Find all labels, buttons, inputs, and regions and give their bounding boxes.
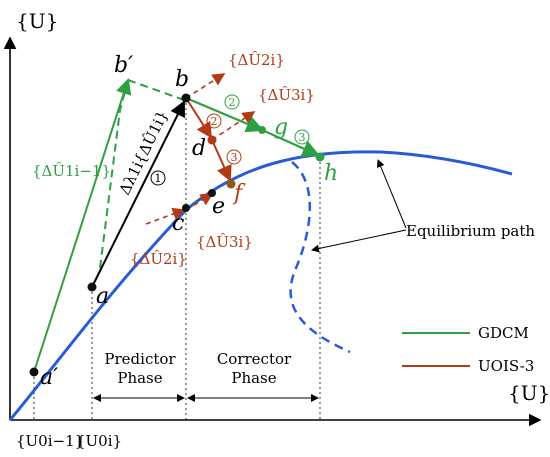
label-c-u2: {ΔÛ2i} bbox=[130, 250, 187, 268]
uois-df bbox=[211, 139, 232, 182]
point-e bbox=[208, 189, 216, 197]
svg-text:3: 3 bbox=[299, 131, 306, 144]
label-b-u3: {ΔÛ3i} bbox=[258, 86, 315, 104]
y-axis-label: {U} bbox=[16, 9, 58, 33]
corrector-phase-line2: Phase bbox=[231, 369, 276, 387]
gdcm-dashed-bprime bbox=[127, 79, 185, 101]
annotation-leader-1 bbox=[376, 159, 407, 229]
legend-uois-label: UOIS-3 bbox=[478, 357, 534, 375]
label-g: g bbox=[274, 115, 288, 140]
label-a-prime: a′ bbox=[40, 365, 58, 390]
point-a bbox=[87, 282, 97, 292]
predictor-vector bbox=[91, 100, 185, 288]
step-marker-two-green: 2 bbox=[224, 94, 240, 110]
svg-text:1: 1 bbox=[155, 172, 162, 185]
label-c: c bbox=[172, 211, 184, 236]
predictor-phase-line2: Phase bbox=[117, 369, 162, 387]
svg-text:2: 2 bbox=[211, 115, 218, 128]
step-marker-two-red: 2 bbox=[206, 113, 222, 129]
uois-b-dashed-u2 bbox=[185, 73, 226, 99]
equilibrium-path-curve bbox=[8, 150, 513, 421]
uois-bd bbox=[185, 97, 213, 139]
tick-label-left: {U0i−1} bbox=[16, 432, 84, 450]
tick-label-right: {U0i} bbox=[76, 432, 122, 450]
label-b-prime: b′ bbox=[114, 53, 133, 78]
point-h bbox=[315, 152, 325, 162]
step-marker-one: 1 bbox=[150, 170, 166, 186]
point-b bbox=[181, 93, 191, 103]
gdcm-correction-gh bbox=[261, 128, 321, 157]
label-b-u2: {ΔÛ2i} bbox=[228, 51, 285, 69]
legend-gdcm-label: GDCM bbox=[478, 324, 529, 342]
uois-c-dashed-u2 bbox=[145, 207, 186, 225]
predictor-phase-line1: Predictor bbox=[104, 350, 176, 368]
gdcm-initial-vector bbox=[33, 78, 132, 373]
point-f bbox=[226, 179, 236, 189]
label-d: d bbox=[192, 136, 206, 161]
label-f: f bbox=[232, 181, 246, 206]
label-e: e bbox=[212, 194, 225, 219]
step-marker-three-red: 3 bbox=[226, 149, 242, 165]
x-axis-label: {U} bbox=[508, 381, 550, 405]
label-c-u3: {ΔÛ3i} bbox=[196, 233, 253, 251]
label-a: a bbox=[96, 284, 109, 309]
step-marker-three-green: 3 bbox=[294, 129, 310, 145]
point-c bbox=[182, 204, 190, 212]
label-b: b bbox=[175, 67, 189, 92]
gdcm-dashed-down bbox=[99, 79, 129, 269]
point-a-prime bbox=[29, 367, 39, 377]
guide-lines bbox=[33, 98, 321, 422]
point-d bbox=[207, 135, 217, 145]
label-h: h bbox=[324, 161, 338, 186]
equilibrium-path-dashed-branch bbox=[289, 161, 351, 354]
label-gdcm-initial: {ΔÛ1i−1} bbox=[32, 162, 111, 180]
svg-text:2: 2 bbox=[229, 96, 236, 109]
equilibrium-path-label: Equilibrium path bbox=[406, 222, 535, 240]
gdcm-correction-bg bbox=[185, 96, 265, 133]
annotation-leader-2 bbox=[311, 229, 407, 253]
corrector-phase-line1: Corrector bbox=[217, 350, 292, 368]
point-g bbox=[258, 126, 266, 134]
legend: GDCM UOIS-3 bbox=[402, 324, 534, 375]
svg-text:3: 3 bbox=[231, 151, 238, 164]
